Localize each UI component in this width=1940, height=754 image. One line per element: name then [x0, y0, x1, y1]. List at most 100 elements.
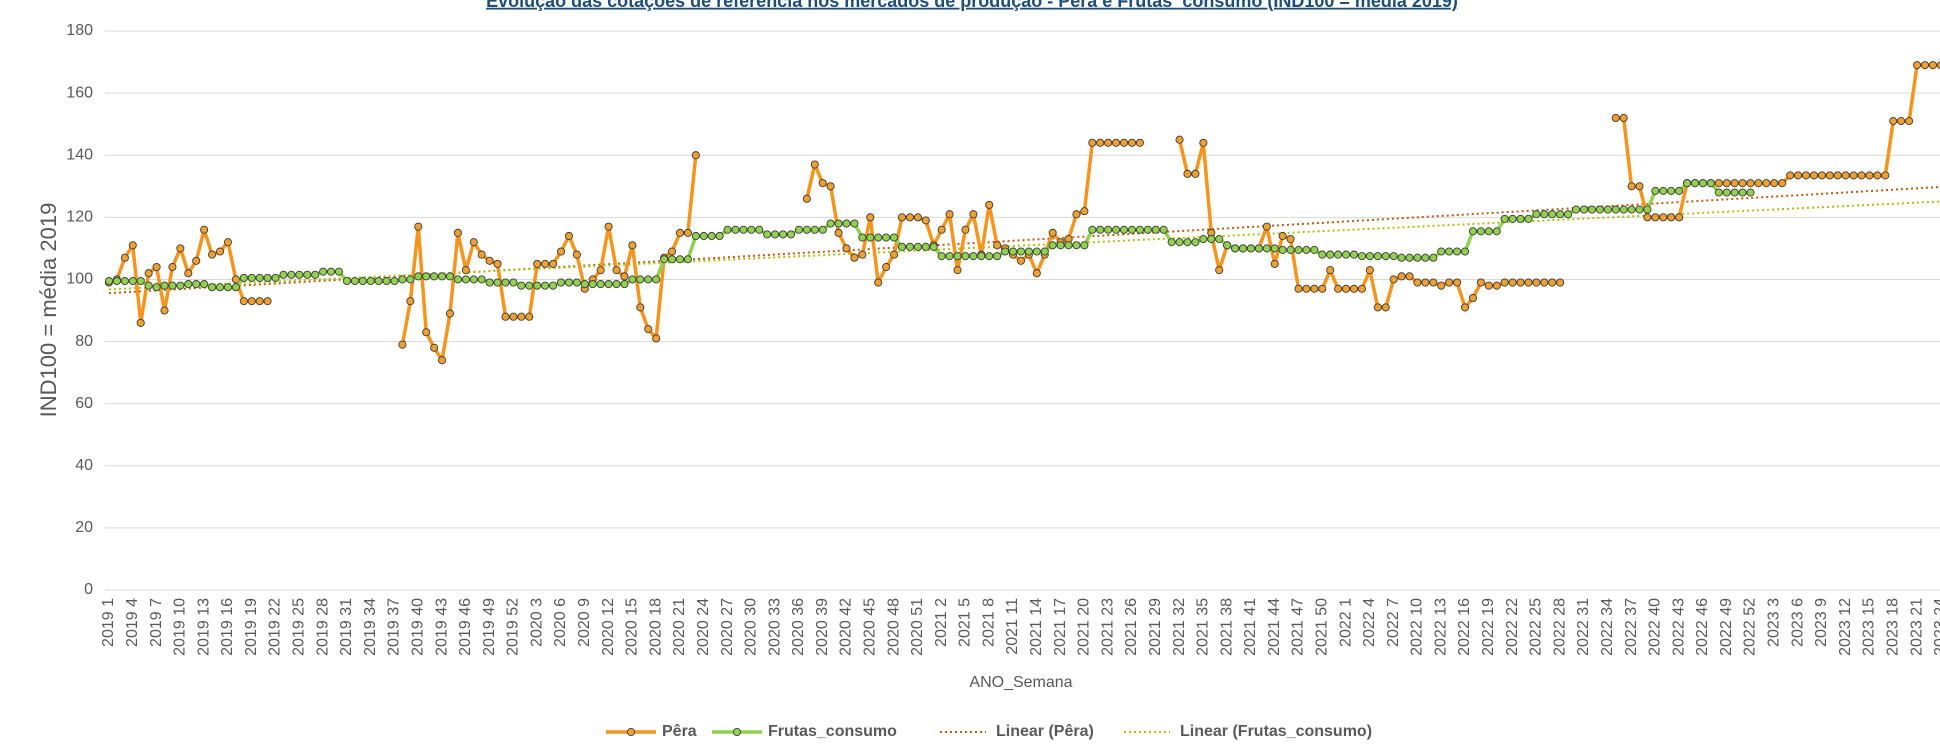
data-point: [1627, 205, 1636, 214]
data-point: [1270, 259, 1279, 268]
data-point: [858, 250, 867, 259]
y-tick-label: 40: [75, 457, 93, 474]
data-point: [1714, 179, 1723, 188]
data-point: [1936, 61, 1940, 70]
data-point: [1373, 252, 1382, 261]
data-point: [1484, 227, 1493, 236]
data-point: [1492, 281, 1501, 290]
data-point: [1334, 284, 1343, 293]
data-point: [1516, 214, 1525, 223]
data-point: [890, 250, 899, 259]
data-point: [985, 252, 994, 261]
data-point: [279, 270, 288, 279]
data-point: [1127, 225, 1137, 234]
data-point: [1857, 171, 1866, 180]
data-point: [1357, 252, 1366, 261]
data-point: [1619, 113, 1628, 123]
data-point: [311, 270, 320, 279]
data-point: [1675, 213, 1684, 222]
data-point: [588, 280, 597, 289]
data-point: [1706, 179, 1715, 188]
data-point: [247, 273, 256, 282]
data-point: [1524, 278, 1533, 287]
x-tick-label: 2021 38: [1218, 598, 1235, 656]
data-point: [1683, 179, 1692, 188]
data-point: [541, 259, 550, 268]
data-point: [882, 262, 891, 272]
data-point: [430, 272, 439, 281]
data-point: [104, 276, 114, 286]
x-tick-label: 2022 40: [1647, 598, 1664, 656]
x-tick-label: 2021 35: [1195, 598, 1212, 656]
data-point: [1215, 266, 1224, 275]
data-point: [1794, 171, 1803, 180]
x-tick-label: 2019 13: [195, 598, 212, 656]
data-point: [1841, 171, 1850, 180]
data-point: [953, 266, 962, 275]
legend-label: Linear (Pêra): [996, 723, 1094, 740]
x-tick-label: 2021 14: [1028, 598, 1045, 656]
data-point: [755, 225, 764, 234]
data-point: [319, 267, 328, 276]
data-point: [1809, 171, 1818, 180]
data-point: [1508, 278, 1517, 287]
data-point: [1405, 253, 1414, 262]
data-point: [556, 278, 566, 287]
data-point: [184, 280, 193, 289]
data-point: [977, 252, 986, 261]
data-point: [969, 210, 978, 219]
data-point: [786, 230, 796, 239]
data-point: [596, 266, 605, 275]
data-point: [160, 281, 169, 290]
data-point: [1651, 186, 1660, 195]
data-point: [1500, 214, 1509, 223]
data-point: [1286, 245, 1295, 254]
data-point: [176, 244, 185, 253]
data-point: [1675, 186, 1684, 195]
data-point: [160, 306, 169, 315]
data-point: [794, 225, 803, 234]
data-point: [445, 272, 455, 281]
data-point: [874, 233, 883, 242]
data-point: [1135, 138, 1144, 147]
x-tick-label: 2022 52: [1742, 598, 1759, 656]
data-point: [1595, 205, 1604, 214]
data-point: [1080, 241, 1089, 250]
data-point: [1659, 186, 1668, 195]
data-point: [1912, 61, 1922, 70]
data-point: [398, 275, 407, 284]
data-point: [691, 231, 700, 241]
data-point: [1635, 205, 1644, 214]
data-point: [1460, 247, 1470, 256]
legend-item: Linear (Pêra): [940, 723, 1094, 740]
data-point: [382, 276, 391, 286]
data-point: [223, 238, 232, 247]
data-point: [652, 275, 661, 284]
x-tick-label: 2023 6: [1789, 598, 1806, 647]
data-point: [192, 280, 201, 289]
data-point: [263, 273, 272, 282]
data-point: [1413, 253, 1422, 262]
data-point: [215, 247, 225, 256]
data-point: [667, 255, 677, 264]
x-tick-label: 2021 20: [1076, 598, 1093, 656]
data-point: [1746, 179, 1755, 188]
data-point: [1191, 169, 1200, 178]
data-point: [406, 275, 415, 284]
data-point: [1667, 186, 1676, 195]
data-point: [810, 225, 819, 234]
data-point: [501, 278, 510, 287]
data-point: [1516, 278, 1525, 287]
data-point: [239, 297, 248, 306]
data-point: [580, 280, 589, 289]
data-point: [192, 256, 201, 265]
data-point: [374, 276, 383, 286]
data-point: [215, 283, 225, 292]
data-point: [358, 276, 367, 286]
data-point: [1238, 244, 1248, 253]
data-point: [1318, 250, 1327, 259]
legend-label: Linear (Frutas_consumo): [1180, 723, 1372, 740]
data-point: [556, 247, 566, 256]
x-tick-label: 2022 1: [1337, 598, 1354, 647]
